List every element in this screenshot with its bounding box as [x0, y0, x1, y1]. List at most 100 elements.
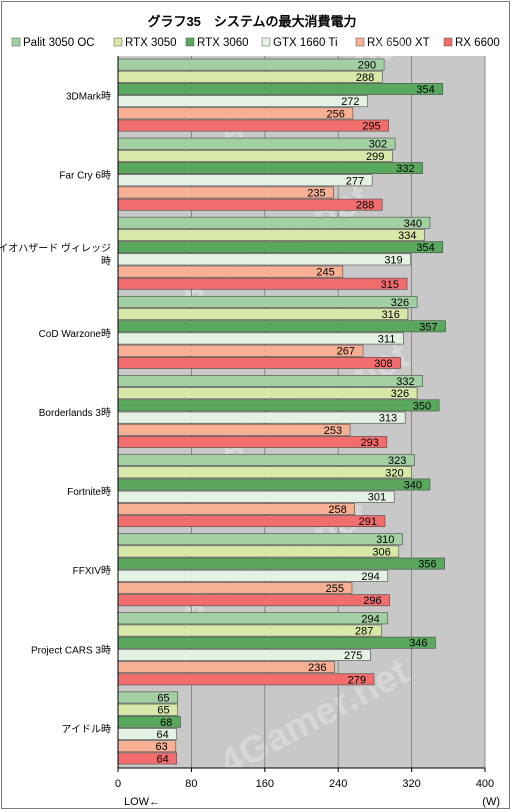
x-axis-unit-label: (W): [482, 796, 500, 808]
bar-value-7-1: 287: [355, 626, 373, 638]
x-tick-label-2: 160: [256, 778, 274, 790]
bar-value-3-4: 267: [337, 346, 355, 358]
bar-value-2-1: 334: [398, 230, 416, 242]
bar-value-2-0: 340: [404, 218, 422, 230]
bar-5-1: [117, 466, 412, 479]
bar-value-5-0: 323: [388, 455, 406, 467]
bar-7-4: [117, 661, 335, 674]
x-tick-label-5: 400: [476, 778, 494, 790]
bar-4-4: [117, 423, 351, 436]
bar-value-7-3: 275: [344, 650, 362, 662]
category-label-4: Borderlands 3時: [39, 407, 111, 419]
bar-value-0-4: 256: [327, 108, 345, 120]
bar-value-6-2: 356: [418, 559, 436, 571]
category-label-7: Project CARS 3時: [31, 644, 111, 656]
bar-value-8-3: 64: [156, 729, 168, 741]
bar-4-5: [117, 436, 388, 448]
bar-value-0-0: 290: [358, 60, 376, 72]
bar-2-1: [117, 229, 425, 241]
bar-value-1-2: 332: [396, 163, 414, 175]
bar-1-3: [117, 174, 373, 187]
bar-7-1: [117, 624, 382, 637]
bar-2-4: [117, 265, 344, 278]
bar-value-4-4: 253: [324, 425, 342, 437]
bar-value-4-5: 293: [360, 437, 378, 449]
bar-value-8-1: 65: [157, 705, 169, 717]
legend-label-1: RTX 3050: [125, 37, 177, 49]
legend-swatch-2: [185, 37, 195, 47]
bar-1-1: [117, 149, 393, 162]
bar-value-2-5: 315: [381, 279, 399, 291]
bar-value-6-1: 306: [372, 546, 390, 558]
bar-7-2: [117, 636, 436, 649]
bar-0-1: [117, 70, 383, 83]
bar-value-1-1: 299: [366, 151, 384, 163]
category-label-5: Fortnite時: [67, 486, 111, 498]
bar-value-1-3: 277: [346, 175, 364, 187]
bar-3-0: [117, 295, 418, 308]
legend-swatch-0: [11, 37, 21, 47]
bar-value-0-3: 272: [341, 96, 359, 108]
bar-value-1-4: 235: [307, 187, 325, 199]
category-label-0: 3DMark時: [66, 91, 111, 103]
legend-label-0: Palit 3050 OC: [23, 37, 95, 49]
bar-value-8-4: 63: [156, 741, 168, 753]
bar-value-4-1: 326: [391, 388, 409, 400]
bar-value-6-0: 310: [376, 534, 394, 546]
bar-5-2: [117, 478, 431, 491]
x-tick-label-4: 320: [402, 778, 420, 790]
bar-7-5: [117, 673, 375, 686]
legend-label-3: GTX 1660 Ti: [273, 37, 338, 49]
bar-3-2: [117, 320, 446, 333]
bar-value-4-3: 313: [379, 413, 397, 425]
bar-value-0-1: 288: [356, 72, 374, 84]
bar-value-8-2: 68: [160, 717, 172, 729]
bar-value-8-0: 65: [157, 692, 169, 704]
bar-4-3: [117, 411, 406, 424]
bar-value-6-3: 294: [361, 571, 379, 583]
bar-3-5: [117, 356, 401, 369]
bar-2-2: [117, 241, 444, 254]
bar-3-4: [117, 344, 364, 357]
bar-1-4: [117, 186, 334, 199]
legend-swatch-1: [113, 37, 123, 47]
x-tick-label-1: 80: [185, 778, 197, 790]
bar-value-8-5: 64: [156, 753, 168, 765]
bar-6-4: [117, 582, 353, 594]
bar-0-5: [117, 119, 389, 132]
bar-1-0: [117, 137, 396, 150]
legend-swatch-3: [261, 37, 271, 47]
bar-value-2-2: 354: [416, 242, 434, 254]
bar-value-5-2: 340: [404, 480, 422, 492]
bar-value-6-5: 296: [363, 595, 381, 607]
legend-label-2: RTX 3060: [197, 37, 249, 49]
bar-0-2: [117, 83, 444, 95]
bar-2-0: [117, 216, 431, 229]
category-label-2-1: 時: [101, 255, 111, 267]
bar-2-3: [117, 253, 411, 266]
bar-value-7-2: 346: [409, 638, 427, 650]
bar-value-3-0: 326: [391, 297, 409, 309]
bar-0-0: [117, 58, 385, 71]
bar-6-2: [117, 557, 445, 570]
bar-value-3-5: 308: [374, 358, 392, 370]
bar-value-6-4: 255: [326, 583, 344, 595]
category-label-8: アイドル時: [62, 723, 112, 735]
bar-0-3: [117, 95, 368, 108]
bar-3-3: [117, 332, 404, 345]
bar-1-2: [117, 162, 423, 174]
bar-value-1-0: 302: [369, 139, 387, 151]
direction-label: LOW←: [124, 796, 160, 808]
bar-6-3: [117, 569, 389, 582]
bar-7-3: [117, 649, 371, 661]
bar-7-0: [117, 612, 389, 625]
bar-value-4-2: 350: [413, 400, 431, 412]
legend-label-5: RX 6600: [455, 37, 500, 49]
bar-4-2: [117, 399, 440, 412]
bar-value-0-5: 295: [362, 121, 380, 133]
bar-6-1: [117, 545, 400, 558]
bar-value-3-3: 311: [378, 333, 396, 345]
category-label-6: FFXIV時: [73, 565, 111, 577]
